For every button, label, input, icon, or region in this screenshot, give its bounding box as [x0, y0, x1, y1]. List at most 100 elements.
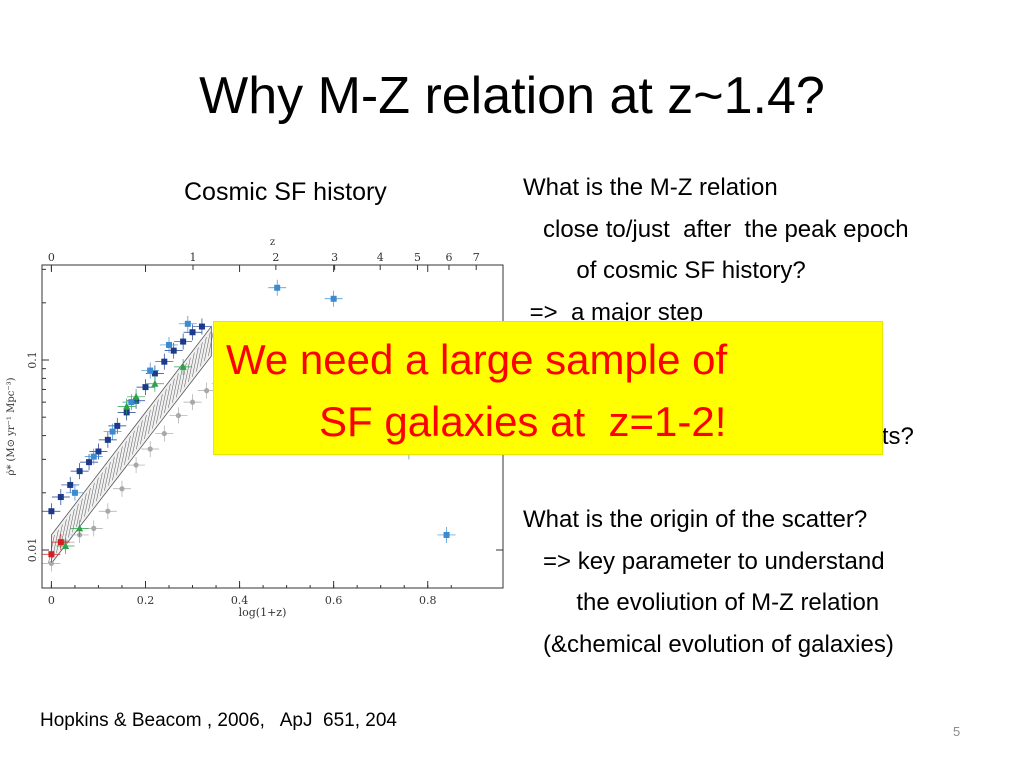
data-point	[48, 508, 55, 515]
data-point	[147, 367, 154, 374]
x-tick-label: 0.4	[231, 594, 249, 607]
y-axis-label: ρ̇* (M⊙ yr⁻¹ Mpc⁻³)	[6, 377, 17, 475]
fit-band-hatch	[156, 394, 163, 424]
fit-band-hatch	[68, 508, 75, 538]
x-tick-label: 0.8	[419, 594, 437, 607]
fit-band-hatch	[120, 441, 127, 471]
data-point	[90, 453, 97, 460]
fit-band-hatch	[140, 415, 147, 445]
data-point	[48, 560, 55, 567]
right-text-line	[523, 458, 1024, 500]
data-point	[76, 468, 83, 475]
fit-band-hatch	[184, 357, 191, 388]
data-point	[161, 358, 168, 365]
fit-band-hatch	[136, 420, 143, 450]
data-point	[62, 541, 70, 549]
fit-band-hatch	[144, 409, 151, 439]
fit-band-hatch	[204, 331, 211, 362]
data-point	[86, 459, 93, 466]
data-point	[189, 329, 196, 336]
data-point	[132, 392, 140, 400]
z-tick-label: 3	[331, 251, 338, 264]
fit-band-hatch	[192, 347, 199, 377]
data-point	[184, 320, 191, 327]
sf-history-chart: 0 0.2 0.4 0.6 0.8 0 1 2 3 4 5 6 7 z 0.01 0.1 log(1+z) ρ̇*…	[6, 237, 504, 619]
right-text-line: => key parameter to understand	[523, 547, 885, 575]
fit-band-hatch	[188, 352, 195, 382]
right-text-line: the evoliution of M-Z relation	[523, 589, 880, 616]
data-point	[133, 462, 139, 468]
fit-band-hatch	[56, 524, 63, 554]
data-point	[175, 412, 182, 419]
data-point	[67, 481, 74, 488]
data-point	[71, 489, 78, 496]
fit-band-hatch	[108, 456, 115, 486]
slide-title: Why M-Z relation at z~1.4?	[199, 67, 825, 125]
right-text-line: (&chemical evolution of galaxies)	[523, 630, 894, 658]
data-point	[109, 428, 116, 435]
data-point	[180, 338, 187, 345]
fit-band-hatch	[116, 446, 123, 476]
callout-line-2: SF galaxies at z=1-2!	[319, 398, 727, 445]
x-tick-label: 0.6	[325, 594, 343, 607]
right-text-line: What is the origin of the scatter?	[523, 506, 868, 533]
x-axis-label: log(1+z)	[239, 606, 287, 619]
top-axis-label: z	[270, 237, 275, 248]
data-point	[443, 531, 450, 538]
y-tick-label: 0.1	[26, 351, 39, 369]
data-point	[142, 384, 149, 391]
fit-band-hatch	[164, 383, 171, 414]
page-number: 5	[953, 724, 961, 739]
fit-band-hatch	[96, 472, 103, 502]
fit-band-hatch	[100, 467, 107, 497]
citation: Hopkins & Beacom , 2006, ApJ 651, 204	[40, 710, 398, 731]
fit-band-hatch	[196, 342, 203, 372]
callout-line-1: We need a large sample of	[226, 336, 728, 383]
right-text-line: close to/just after the peak epoch	[523, 215, 909, 243]
data-point	[198, 323, 205, 330]
fit-band-hatch	[88, 482, 95, 512]
fit-band-hatch	[152, 399, 159, 429]
data-point	[147, 446, 153, 452]
x-tick-label: 0	[48, 594, 55, 607]
data-point	[91, 525, 97, 531]
data-point	[76, 524, 84, 532]
fit-band-hatch	[128, 430, 135, 460]
fit-band-hatch	[132, 425, 139, 455]
data-point	[151, 379, 159, 387]
data-point	[170, 347, 177, 354]
data-point	[114, 422, 121, 429]
fit-band-hatch	[200, 336, 207, 367]
data-point	[204, 388, 210, 394]
fit-band-hatch	[80, 493, 87, 522]
z-tick-label: 2	[272, 251, 279, 264]
data-point	[57, 494, 64, 501]
data-point	[128, 399, 135, 406]
data-point	[189, 399, 196, 405]
right-text-line: of cosmic SF history?	[523, 257, 806, 284]
data-point	[166, 341, 173, 348]
chart-heading: Cosmic SF history	[184, 178, 387, 206]
x-tick-label: 0.2	[137, 594, 155, 607]
data-point	[57, 539, 64, 546]
fit-band-hatch	[72, 503, 79, 533]
fit-band-hatch	[84, 488, 91, 517]
z-tick-label: 5	[414, 251, 421, 264]
fit-band-hatch	[104, 461, 111, 491]
data-point	[179, 362, 187, 370]
fit-band-hatch	[148, 404, 155, 434]
fit-band-hatch	[92, 477, 99, 507]
data-point	[161, 430, 167, 437]
data-point	[105, 508, 111, 514]
data-point	[95, 448, 102, 455]
data-point	[330, 295, 337, 302]
fit-band-hatch	[160, 389, 167, 419]
fit-band-hatch	[172, 373, 179, 403]
data-point	[274, 284, 281, 291]
fit-band-hatch	[112, 451, 119, 481]
z-tick-label: 6	[445, 251, 452, 264]
fit-band-hatch	[76, 498, 83, 528]
data-point	[104, 436, 111, 443]
z-tick-label: 0	[48, 251, 55, 264]
data-point	[119, 486, 125, 492]
